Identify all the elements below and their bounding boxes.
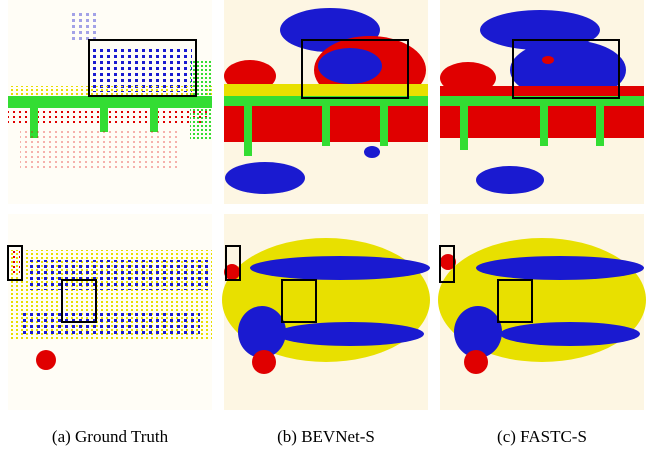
caption: (c) FASTC-S bbox=[497, 427, 587, 446]
caption: (b) BEVNet-S bbox=[277, 427, 375, 446]
panel-bevnet-top bbox=[224, 0, 428, 204]
panel-bevnet-bottom bbox=[222, 214, 430, 410]
figure-canvas: (a) Ground Truth (b) BEVNet-S (c) FASTC-… bbox=[0, 0, 652, 450]
panel-fastc-bottom bbox=[438, 214, 646, 410]
panel-gt-top bbox=[8, 0, 212, 204]
figure: (a) Ground Truth (b) BEVNet-S (c) FASTC-… bbox=[0, 0, 652, 450]
panel-gt-bottom bbox=[8, 214, 212, 410]
caption: (a) Ground Truth bbox=[52, 427, 169, 446]
panel-fastc-top bbox=[440, 0, 644, 204]
